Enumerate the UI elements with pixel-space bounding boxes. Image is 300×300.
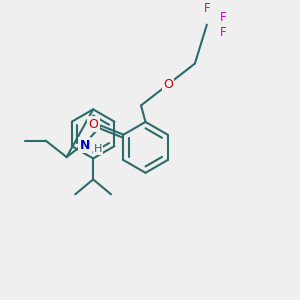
Text: O: O (163, 78, 173, 91)
Text: F: F (203, 2, 210, 15)
Text: N: N (80, 139, 90, 152)
Text: O: O (88, 118, 98, 131)
Text: H: H (94, 144, 102, 154)
Text: F: F (220, 26, 226, 39)
Text: F: F (220, 11, 226, 24)
